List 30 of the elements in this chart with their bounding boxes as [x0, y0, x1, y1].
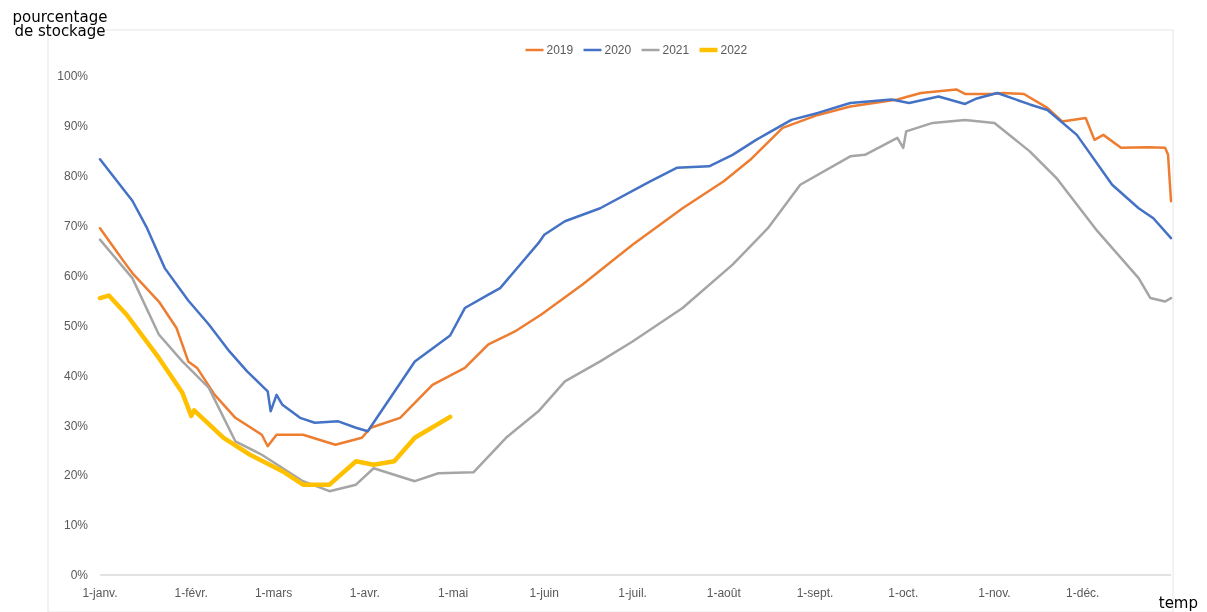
legend-label: 2020: [604, 43, 632, 58]
y-axis-title: pourcentage de stockage: [12, 8, 108, 40]
y-tick-label: 0%: [70, 568, 89, 583]
x-tick-label: 1-mars: [254, 586, 293, 600]
y-tick-label: 90%: [63, 119, 89, 134]
x-tick-label: 1-févr.: [174, 586, 208, 600]
y-tick-label: 50%: [63, 318, 89, 333]
y-tick-label: 40%: [63, 368, 89, 383]
y-tick-label: 70%: [63, 218, 89, 233]
x-tick-label: 1-oct.: [888, 586, 919, 600]
x-tick-label: 1-juil.: [618, 586, 647, 600]
x-tick-label: 1-nov.: [978, 586, 1011, 600]
x-tick-label: 1-déc.: [1066, 586, 1100, 600]
legend-label: 2021: [662, 43, 690, 58]
line-series: [97, 293, 453, 487]
x-tick-label: 1-août: [706, 586, 742, 600]
y-tick-label: 30%: [63, 418, 89, 433]
legend-label: 2019: [546, 43, 574, 58]
legend-label: 2022: [720, 43, 748, 58]
y-tick-label: 60%: [63, 268, 89, 283]
y-tick-label: 80%: [63, 169, 89, 183]
y-tick-label: 20%: [63, 468, 89, 483]
y-tick-label: 10%: [63, 518, 89, 533]
x-tick-label: 1-juin: [529, 586, 559, 600]
x-tick-label: 1-avr.: [349, 586, 380, 600]
x-tick-label: 1-sept.: [796, 586, 834, 600]
x-axis-title: temp: [1158, 594, 1198, 612]
x-tick-label: 1-janv.: [82, 586, 118, 600]
x-tick-label: 1-mai: [438, 586, 469, 600]
y-tick-label: 100%: [57, 69, 89, 84]
